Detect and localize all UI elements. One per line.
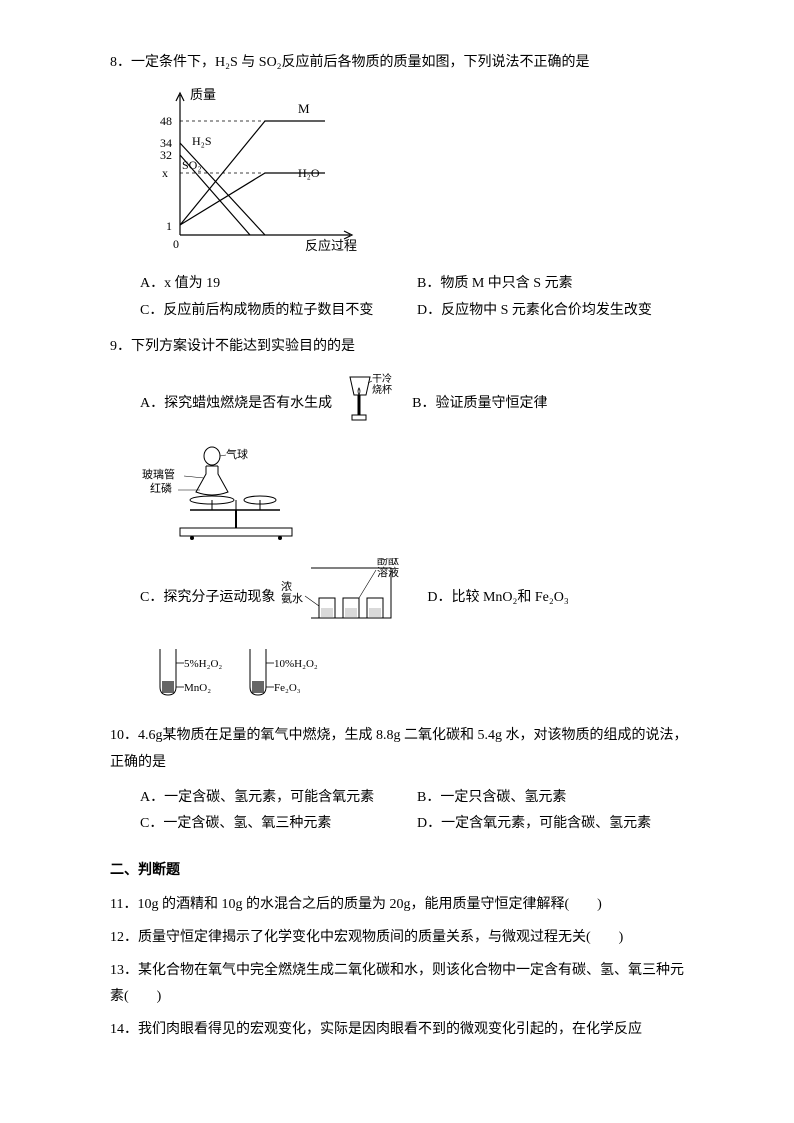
svg-text:5%H₂O₂: 5%H₂O₂ <box>184 658 222 670</box>
svg-text:32: 32 <box>160 148 172 162</box>
q8-opt-a: A．x 值为 19 <box>140 271 417 298</box>
q9-opt-a: A．探究蜡烛燃烧是否有水生成 <box>140 391 332 418</box>
tubes-diagram-row: 5%H₂O₂ MnO₂ 10%H₂O₂ Fe₂O₃ <box>140 643 694 714</box>
section-2-heading: 二、判断题 <box>110 858 694 885</box>
question-14: 14．我们肉眼看得见的宏观变化，实际是因肉眼看不到的微观变化引起的，在化学反应 <box>110 1017 694 1044</box>
question-10: 10．4.6g某物质在足量的氧气中燃烧，生成 8.8g 二氧化碳和 5.4g 水… <box>110 723 694 837</box>
q10-opt-c: C．一定含碳、氢、氧三种元素 <box>140 811 417 838</box>
svg-text:1: 1 <box>166 219 172 233</box>
question-8: 8．一定条件下，H₂S 与 SO₂反应前后各物质的质量如图，下列说法不正确的是 … <box>110 50 694 324</box>
q10-opt-b: B．一定只含碳、氢元素 <box>417 785 694 812</box>
mass-chart-svg: 质量 反应过程 48 34 32 x 1 0 M H₂S SO₂ H₂O <box>140 85 370 255</box>
svg-text:H₂S: H₂S <box>192 134 212 148</box>
question-12: 12．质量守恒定律揭示了化学变化中宏观物质间的质量关系，与微观过程无关( ) <box>110 925 694 952</box>
svg-text:浓: 浓 <box>281 580 292 593</box>
q8-text: 8．一定条件下，H₂S 与 SO₂反应前后各物质的质量如图，下列说法不正确的是 <box>110 50 694 77</box>
svg-text:48: 48 <box>160 114 172 128</box>
balance-diagram: 气球 玻璃管 红磷 <box>140 444 300 544</box>
question-9: 9．下列方案设计不能达到实验目的的是 A．探究蜡烛燃烧是否有水生成 干冷 烧杯 … <box>110 334 694 713</box>
diffusion-diagram: 浓 氨水 酚酞 溶液 <box>281 558 411 639</box>
q10-options: A．一定含碳、氢元素，可能含氧元素 B．一定只含碳、氢元素 C．一定含碳、氢、氧… <box>140 785 694 838</box>
svg-text:溶液: 溶液 <box>377 565 399 579</box>
q8-opt-b: B．物质 M 中只含 S 元素 <box>417 271 694 298</box>
svg-text:SO₂: SO₂ <box>182 158 202 172</box>
svg-text:红磷: 红磷 <box>150 482 172 495</box>
q10-opt-d: D．一定含氧元素，可能含碳、氢元素 <box>417 811 694 838</box>
svg-text:10%H₂O₂: 10%H₂O₂ <box>274 658 318 670</box>
svg-text:Fe₂O₃: Fe₂O₃ <box>274 682 301 694</box>
q10-text: 10．4.6g某物质在足量的氧气中燃烧，生成 8.8g 二氧化碳和 5.4g 水… <box>110 723 694 776</box>
test-tubes-diagram: 5%H₂O₂ MnO₂ 10%H₂O₂ Fe₂O₃ <box>140 643 340 703</box>
q14-number: 14． <box>110 1022 138 1037</box>
q13-number: 13． <box>110 963 138 978</box>
q9-opt-d: D．比较 MnO₂和 Fe₂O₃ <box>427 585 568 612</box>
q13-body: 某化合物在氧气中完全燃烧生成二氧化碳和水，则该化合物中一定含有碳、氢、氧三种元素… <box>110 963 684 1005</box>
q11-number: 11． <box>110 897 137 912</box>
x-axis-label: 反应过程 <box>305 238 357 253</box>
q9-text: 9．下列方案设计不能达到实验目的的是 <box>110 334 694 361</box>
svg-text:气球: 气球 <box>226 447 248 461</box>
q9-opt-b: B．验证质量守恒定律 <box>412 391 547 418</box>
svg-text:H₂O: H₂O <box>298 166 320 180</box>
svg-text:x: x <box>162 166 168 180</box>
svg-text:玻璃管: 玻璃管 <box>142 467 175 481</box>
svg-text:MnO₂: MnO₂ <box>184 682 211 694</box>
q12-body: 质量守恒定律揭示了化学变化中宏观物质间的质量关系，与微观过程无关( ) <box>138 930 623 945</box>
q9-options: A．探究蜡烛燃烧是否有水生成 干冷 烧杯 B．验证质量守恒定律 气球 <box>140 369 694 713</box>
q8-opt-d: D．反应物中 S 元素化合价均发生改变 <box>417 298 694 325</box>
q10-body: 4.6g某物质在足量的氧气中燃烧，生成 8.8g 二氧化碳和 5.4g 水，对该… <box>110 728 688 770</box>
q9-body: 下列方案设计不能达到实验目的的是 <box>131 339 355 354</box>
q8-number: 8． <box>110 55 131 70</box>
svg-text:干冷: 干冷 <box>372 372 392 385</box>
svg-text:0: 0 <box>173 237 179 251</box>
svg-text:烧杯: 烧杯 <box>372 383 392 396</box>
question-13: 13．某化合物在氧气中完全燃烧生成二氧化碳和水，则该化合物中一定含有碳、氢、氧三… <box>110 958 694 1011</box>
y-axis-label: 质量 <box>190 87 216 102</box>
svg-text:M: M <box>298 101 310 116</box>
q8-opt-c: C．反应前后构成物质的粒子数目不变 <box>140 298 417 325</box>
q10-opt-a: A．一定含碳、氢元素，可能含氧元素 <box>140 785 417 812</box>
question-11: 11．10g 的酒精和 10g 的水混合之后的质量为 20g，能用质量守恒定律解… <box>110 892 694 919</box>
svg-text:酚酞: 酚酞 <box>377 558 399 567</box>
q10-number: 10． <box>110 728 138 743</box>
q8-chart: 质量 反应过程 48 34 32 x 1 0 M H₂S SO₂ H₂O <box>140 85 694 266</box>
q9-opt-c: C．探究分子运动现象 <box>140 585 275 612</box>
q11-body: 10g 的酒精和 10g 的水混合之后的质量为 20g，能用质量守恒定律解释( … <box>137 897 601 912</box>
q12-number: 12． <box>110 930 138 945</box>
q14-body: 我们肉眼看得见的宏观变化，实际是因肉眼看不到的微观变化引起的，在化学反应 <box>138 1022 642 1037</box>
q8-body: 一定条件下，H₂S 与 SO₂反应前后各物质的质量如图，下列说法不正确的是 <box>131 55 590 70</box>
q9-number: 9． <box>110 339 131 354</box>
svg-text:氨水: 氨水 <box>281 592 303 605</box>
candle-cup-diagram: 干冷 烧杯 <box>332 369 392 440</box>
q8-options: A．x 值为 19 B．物质 M 中只含 S 元素 C．反应前后构成物质的粒子数… <box>140 271 694 324</box>
balance-diagram-row: 气球 玻璃管 红磷 <box>140 444 694 555</box>
